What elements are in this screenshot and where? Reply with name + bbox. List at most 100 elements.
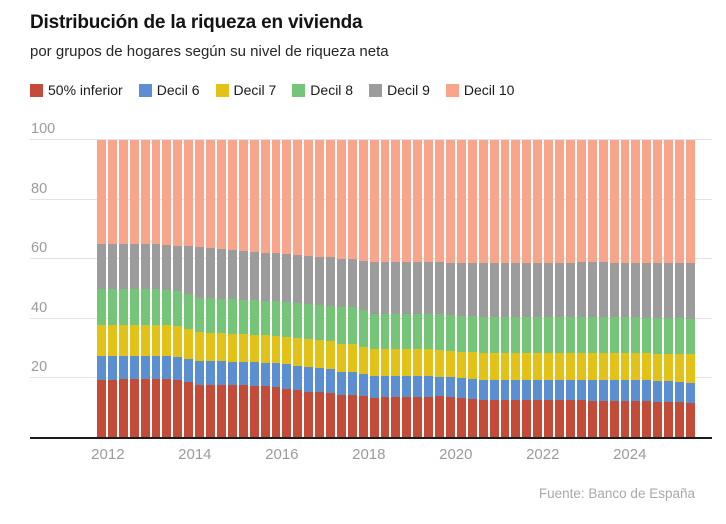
bar-2019Q4[interactable] [446, 140, 455, 438]
bar-2021Q3[interactable] [522, 140, 532, 438]
bar-segment [642, 317, 652, 354]
bar-2012Q1[interactable] [107, 140, 117, 438]
bar-2020Q1[interactable] [456, 140, 466, 438]
bar-2015Q2[interactable] [249, 140, 259, 438]
bar-segment [413, 262, 423, 314]
bar-2014Q1[interactable] [195, 140, 205, 438]
bar-segment [675, 353, 684, 382]
bar-2021Q2[interactable] [511, 140, 521, 438]
bar-segment [260, 362, 270, 387]
bar-2013Q1[interactable] [151, 140, 161, 438]
bar-2019Q2[interactable] [424, 140, 434, 438]
bar-segment [195, 384, 205, 438]
bar-segment [402, 376, 412, 398]
bar-segment [107, 379, 117, 438]
bar-segment [326, 140, 335, 258]
bar-2022Q4[interactable] [576, 140, 586, 438]
bar-segment [467, 263, 477, 317]
bar-2015Q1[interactable] [238, 140, 248, 438]
bar-2013Q3[interactable] [173, 140, 183, 438]
bar-2017Q4[interactable] [358, 140, 368, 438]
bar-2015Q3[interactable] [260, 140, 270, 438]
bar-2023Q2[interactable] [598, 140, 608, 438]
bar-2012Q3[interactable] [129, 140, 139, 438]
bar-2016Q2[interactable] [293, 140, 303, 438]
bar-segment [609, 380, 619, 402]
bar-segment [489, 380, 499, 400]
bar-2014Q2[interactable] [206, 140, 215, 438]
bar-2025Q2[interactable] [685, 140, 695, 438]
bar-2024Q3[interactable] [653, 140, 663, 438]
bar-2015Q4[interactable] [271, 140, 281, 438]
bar-2012Q4[interactable] [140, 140, 150, 438]
bar-segment [195, 247, 205, 298]
bar-2017Q3[interactable] [347, 140, 357, 438]
bar-segment [620, 380, 630, 402]
legend-swatch-icon [369, 83, 383, 97]
bar-2016Q1[interactable] [282, 140, 292, 438]
bar-2021Q1[interactable] [500, 140, 510, 438]
bar-2020Q2[interactable] [467, 140, 477, 438]
bar-2013Q4[interactable] [184, 140, 194, 438]
bar-segment [293, 140, 303, 255]
bar-segment [533, 263, 543, 317]
bar-2021Q4[interactable] [533, 140, 543, 438]
bar-2022Q3[interactable] [565, 140, 575, 438]
bar-2017Q2[interactable] [336, 140, 346, 438]
bar-2016Q4[interactable] [315, 140, 325, 438]
bars-layer [97, 140, 695, 438]
bar-segment [129, 378, 139, 438]
bar-2011Q4[interactable] [97, 140, 106, 438]
bar-segment [642, 353, 652, 381]
bar-2020Q3[interactable] [478, 140, 488, 438]
bar-segment [304, 367, 314, 392]
bar-2022Q2[interactable] [555, 140, 564, 438]
bar-2012Q2[interactable] [118, 140, 128, 438]
bar-2019Q3[interactable] [435, 140, 444, 438]
bar-segment [533, 399, 543, 438]
bar-2018Q2[interactable] [380, 140, 390, 438]
bar-segment [97, 379, 106, 438]
bar-segment [326, 257, 335, 306]
bar-segment [413, 313, 423, 350]
bar-segment [478, 263, 488, 317]
bar-2014Q4[interactable] [227, 140, 237, 438]
bar-segment [478, 140, 488, 264]
bar-segment [478, 316, 488, 353]
bar-2019Q1[interactable] [413, 140, 423, 438]
bar-segment [238, 299, 248, 335]
bar-2023Q3[interactable] [609, 140, 619, 438]
bar-2024Q1[interactable] [631, 140, 641, 438]
bar-2017Q1[interactable] [326, 140, 335, 438]
bar-2016Q3[interactable] [304, 140, 314, 438]
bar-2020Q4[interactable] [489, 140, 499, 438]
bar-segment [282, 388, 292, 438]
bar-2018Q4[interactable] [402, 140, 412, 438]
bar-segment [260, 300, 270, 336]
bar-2023Q1[interactable] [587, 140, 597, 438]
bar-2025Q1[interactable] [675, 140, 684, 438]
bar-segment [544, 263, 554, 317]
bar-segment [609, 317, 619, 354]
bar-segment [413, 376, 423, 397]
bar-2013Q2[interactable] [162, 140, 172, 438]
bar-segment [402, 397, 412, 438]
bar-2023Q4[interactable] [620, 140, 630, 438]
bar-segment [653, 317, 663, 354]
bar-segment [162, 244, 172, 290]
bar-segment [238, 251, 248, 300]
bar-segment [598, 262, 608, 317]
gridline-100 [30, 139, 712, 140]
x-axis-label-2022: 2022 [526, 446, 560, 463]
bar-segment [260, 386, 270, 438]
bar-2024Q4[interactable] [664, 140, 674, 438]
bar-2018Q3[interactable] [391, 140, 401, 438]
bar-2024Q2[interactable] [642, 140, 652, 438]
bar-segment [587, 140, 597, 263]
bar-2018Q1[interactable] [369, 140, 379, 438]
bar-2014Q3[interactable] [216, 140, 226, 438]
y-axis-label-100: 100 [31, 121, 56, 137]
bar-2022Q1[interactable] [544, 140, 554, 438]
bar-segment [282, 253, 292, 302]
bar-segment [249, 140, 259, 253]
